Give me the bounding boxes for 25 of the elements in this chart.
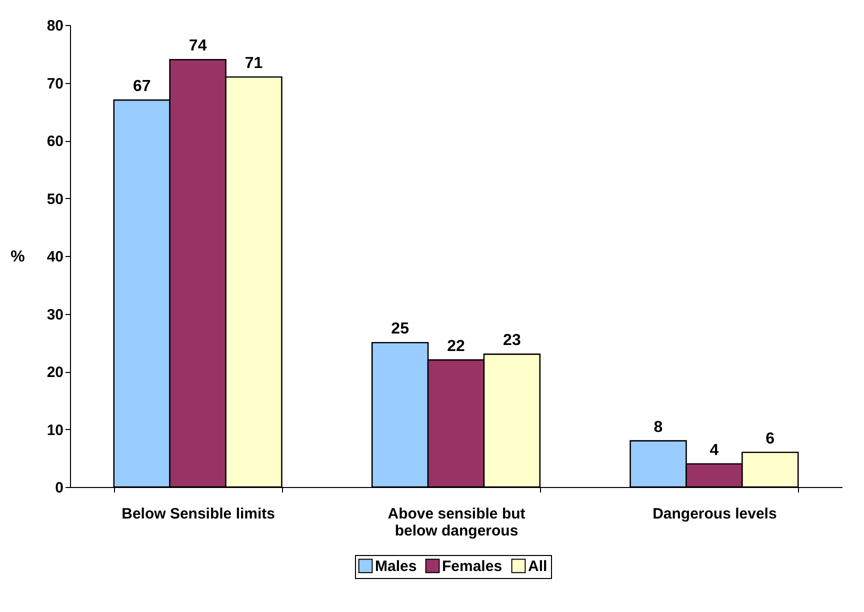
y-tick-label: 0 bbox=[55, 480, 64, 496]
x-tick-label: Above sensible but below dangerous bbox=[388, 506, 526, 540]
data-label: 67 bbox=[132, 78, 151, 96]
data-label: 6 bbox=[766, 430, 775, 448]
y-tick-label: 50 bbox=[46, 190, 64, 208]
y-tick-label: 10 bbox=[46, 422, 64, 439]
y-tick-label: 70 bbox=[46, 75, 64, 92]
y-tick-label: 40 bbox=[46, 248, 64, 266]
legend-label: Males bbox=[375, 558, 417, 575]
legend-label: All bbox=[528, 558, 548, 575]
data-label: 4 bbox=[710, 442, 719, 459]
x-tick-label: Dangerous levels bbox=[652, 506, 777, 522]
data-label: 8 bbox=[654, 418, 663, 436]
data-label: 22 bbox=[447, 338, 465, 355]
y-tick-label: 80 bbox=[46, 18, 64, 34]
y-tick-label: 20 bbox=[46, 364, 64, 381]
y-tick-label: 30 bbox=[46, 306, 64, 324]
data-label: 71 bbox=[244, 54, 263, 72]
legend-label: Females bbox=[442, 558, 502, 575]
data-label: 74 bbox=[188, 38, 207, 55]
x-tick-label: Below Sensible limits bbox=[122, 506, 275, 522]
y-axis-title: % bbox=[10, 248, 25, 266]
y-tick-label: 60 bbox=[46, 133, 64, 150]
data-label: 25 bbox=[391, 320, 410, 338]
data-label: 23 bbox=[503, 332, 521, 350]
